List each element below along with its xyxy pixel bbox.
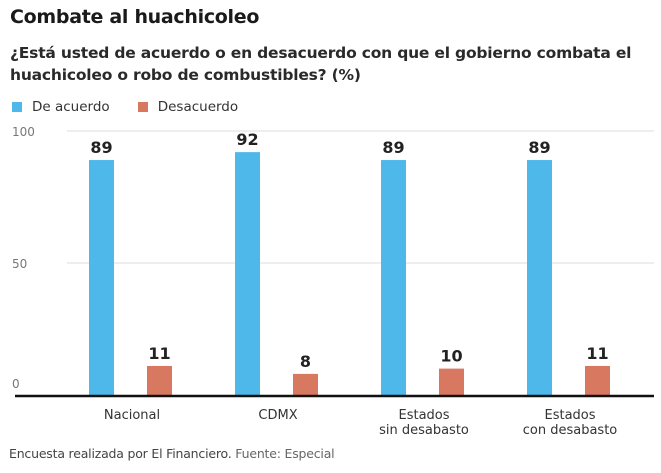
chart-title: Combate al huachicoleo bbox=[10, 6, 260, 28]
y-tick-label-100: 100 bbox=[12, 125, 35, 139]
footer: Encuesta realizada por El Financiero. Fu… bbox=[9, 446, 335, 461]
x-tick-label: Nacional bbox=[104, 408, 160, 423]
bar-desacuerdo-2 bbox=[439, 368, 464, 395]
bar-desacuerdo-3 bbox=[585, 365, 610, 395]
data-label: 11 bbox=[148, 344, 170, 363]
data-label: 10 bbox=[440, 347, 462, 366]
legend-item-desacuerdo: Desacuerdo bbox=[137, 99, 239, 115]
legend-item-de-acuerdo: De acuerdo bbox=[12, 99, 110, 115]
legend-label-de-acuerdo: De acuerdo bbox=[32, 99, 110, 115]
legend: De acuerdo Desacuerdo bbox=[12, 99, 238, 115]
legend-swatch-de-acuerdo bbox=[12, 102, 22, 112]
data-label: 92 bbox=[236, 130, 258, 149]
data-label: 89 bbox=[90, 138, 112, 157]
y-tick-label-50: 50 bbox=[12, 257, 27, 271]
bar-de-acuerdo-2 bbox=[381, 160, 406, 395]
footer-note: Encuesta realizada por El Financiero. bbox=[9, 446, 232, 461]
legend-label-desacuerdo: Desacuerdo bbox=[157, 99, 239, 115]
data-label: 11 bbox=[586, 344, 608, 363]
legend-swatch-desacuerdo bbox=[137, 102, 148, 112]
data-label: 8 bbox=[300, 352, 311, 371]
y-tick-label-0: 0 bbox=[12, 377, 20, 391]
x-tick-label: Estados bbox=[544, 408, 595, 423]
x-tick-label: Estados bbox=[398, 408, 449, 423]
bar-de-acuerdo-0 bbox=[89, 160, 114, 395]
bar-de-acuerdo-3 bbox=[527, 160, 552, 395]
footer-source: Fuente: Especial bbox=[235, 446, 335, 461]
x-tick-label: sin desabasto bbox=[379, 423, 469, 438]
bar-de-acuerdo-1 bbox=[235, 152, 260, 395]
data-label: 89 bbox=[382, 138, 404, 157]
x-tick-label: con desabasto bbox=[523, 423, 618, 438]
bar-desacuerdo-1 bbox=[293, 373, 318, 395]
x-tick-label: CDMX bbox=[258, 408, 297, 423]
data-label: 89 bbox=[528, 138, 550, 157]
chart-subtitle: ¿Está usted de acuerdo o en desacuerdo c… bbox=[10, 44, 632, 84]
bar-desacuerdo-0 bbox=[147, 365, 172, 395]
